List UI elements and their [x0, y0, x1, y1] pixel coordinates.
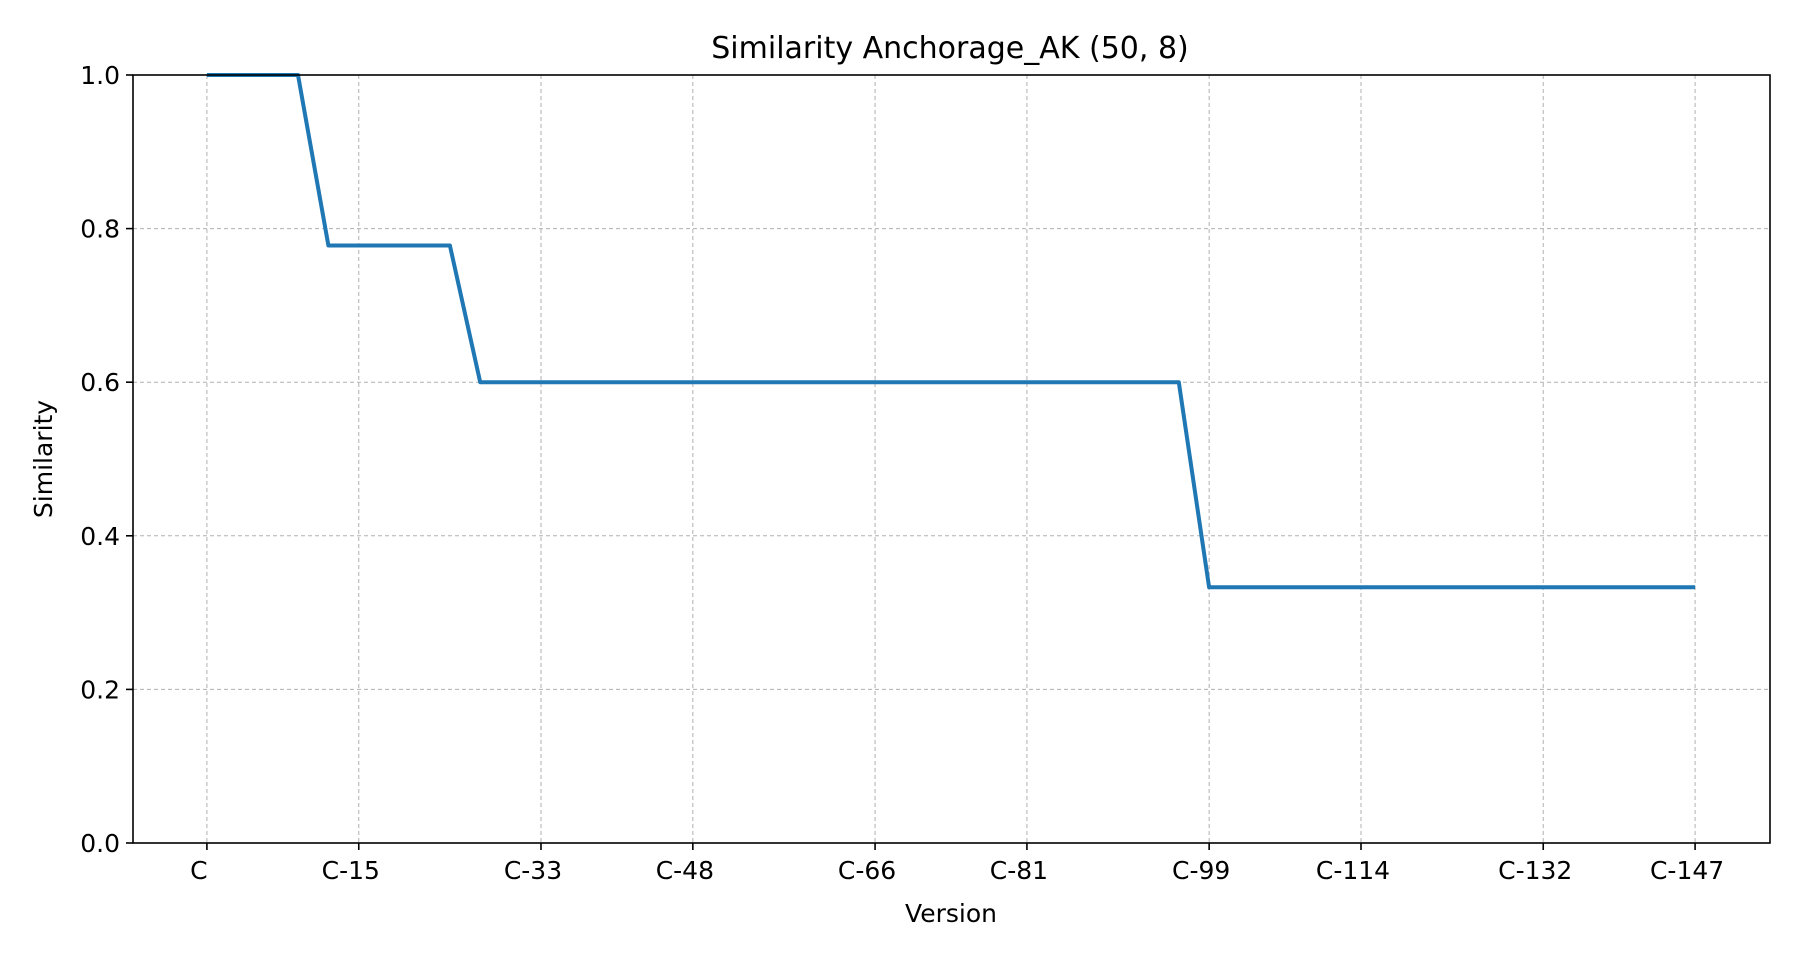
x-tick-label: C-66 [838, 856, 896, 885]
y-axis-label: Similarity [29, 400, 58, 518]
x-axis-label: Version [905, 899, 997, 928]
series-line [206, 73, 1696, 590]
x-tick-label: C-48 [656, 856, 714, 885]
grid [133, 74, 1770, 844]
y-tick-label: 0.8 [80, 215, 120, 244]
chart-title: Similarity Anchorage_AK (50, 8) [711, 31, 1188, 66]
series-layer [206, 73, 1696, 590]
x-tick-label: C-147 [1650, 856, 1724, 885]
x-tick-label: C-132 [1498, 856, 1572, 885]
y-tick-label: 0.0 [80, 829, 120, 858]
x-tick-label: C-114 [1316, 856, 1390, 885]
plot-frame [132, 74, 1771, 844]
x-tick-label: C [190, 856, 207, 885]
y-tick-label: 1.0 [80, 61, 120, 90]
x-tick-label: C-99 [1172, 856, 1230, 885]
x-tick-label: C-81 [990, 856, 1048, 885]
y-tick-label: 0.6 [80, 368, 120, 397]
y-tick-label: 0.2 [80, 675, 120, 704]
x-tick-label: C-33 [504, 856, 562, 885]
x-tick-label: C-15 [322, 856, 380, 885]
ticks: 0.0 0.2 0.4 0.6 0.8 1.0 C C-15 C-33 C-48 C-66 C-81 C… [80, 61, 1724, 885]
y-tick-label: 0.4 [80, 522, 120, 551]
